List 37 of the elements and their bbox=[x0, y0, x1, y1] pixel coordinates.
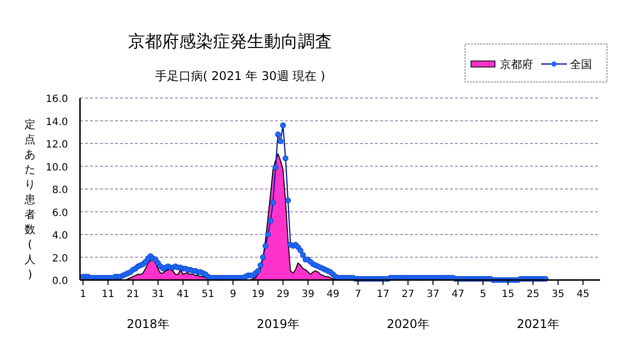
xtick: 19 bbox=[252, 289, 264, 300]
ytick: 2.0 bbox=[52, 253, 68, 264]
xtick: 37 bbox=[426, 289, 440, 300]
xtick: 39 bbox=[302, 289, 314, 300]
xtick: 9 bbox=[230, 289, 236, 300]
ytick: 6.0 bbox=[52, 208, 68, 219]
xtick: 31 bbox=[152, 289, 164, 300]
annotation: 2020年 bbox=[386, 317, 430, 331]
ytick: 0.0 bbox=[52, 276, 68, 287]
xtick: 5 bbox=[480, 289, 486, 300]
xtick: 11 bbox=[102, 289, 114, 300]
ylabel: 定点あたり患者数(人) bbox=[24, 118, 36, 281]
xtick: 1 bbox=[80, 289, 86, 300]
annotation: 2018年 bbox=[126, 317, 170, 331]
xtick: 27 bbox=[402, 289, 414, 300]
ytick: 12.0 bbox=[46, 140, 68, 150]
title: 京都府感染症発生動向調査 bbox=[128, 32, 332, 52]
xtick: 25 bbox=[526, 289, 540, 300]
xtick: 15 bbox=[502, 289, 514, 300]
xtick: 21 bbox=[126, 289, 140, 300]
xtick: 7 bbox=[354, 289, 362, 300]
annotation: 2021年 bbox=[516, 317, 560, 331]
annotation: 2019年 bbox=[256, 317, 300, 331]
xtick: 51 bbox=[202, 289, 214, 300]
xtick: 49 bbox=[326, 289, 340, 300]
ytick: 10.0 bbox=[46, 162, 68, 174]
ytick: 14.0 bbox=[46, 116, 68, 128]
ytick: 4.0 bbox=[52, 230, 68, 242]
xtick: 17 bbox=[376, 289, 390, 300]
subtitle: 手足口病( 2021 年 30週 現在 ) bbox=[154, 69, 326, 83]
xtick: 35 bbox=[552, 289, 564, 300]
ytick: 8.0 bbox=[52, 185, 68, 196]
xtick: 29 bbox=[276, 289, 290, 300]
xtick: 47 bbox=[452, 289, 464, 300]
xtick: 45 bbox=[576, 289, 590, 300]
xtick: 41 bbox=[176, 289, 190, 300]
ytick: 16.0 bbox=[46, 94, 68, 105]
